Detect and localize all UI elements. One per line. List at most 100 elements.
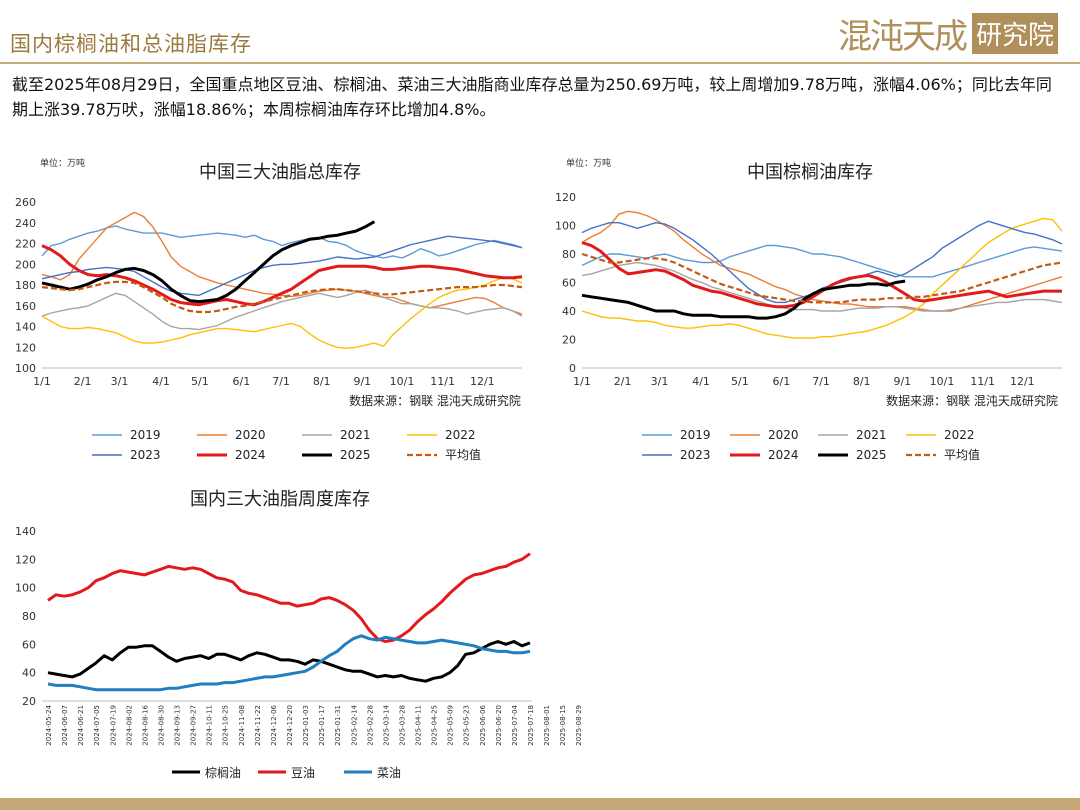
header-divider <box>0 62 1080 64</box>
x-tick-label: 2025-02-14 <box>350 704 358 745</box>
x-tick-label: 2025-03-14 <box>382 704 390 745</box>
series-line-2025 <box>41 220 376 304</box>
y-tick-label: 260 <box>15 196 36 209</box>
y-tick-label: 100 <box>555 220 576 233</box>
chart-title: 中国棕榈油库存 <box>747 162 873 183</box>
legend-label-rapeseed: 菜油 <box>377 766 401 780</box>
x-tick-label: 2024-07-05 <box>93 705 101 746</box>
series-line-soy <box>47 552 531 643</box>
y-tick-label: 20 <box>22 695 36 708</box>
unit-label: 单位：万吨 <box>566 157 611 169</box>
y-tick-label: 120 <box>15 553 36 566</box>
x-tick-label: 2025-01-31 <box>334 705 342 746</box>
legend-label-2022: 2022 <box>944 428 975 442</box>
x-tick-label: 2024-07-19 <box>109 705 117 746</box>
x-tick-label: 11/1 <box>430 375 455 388</box>
x-tick-label: 2024-12-20 <box>286 705 294 746</box>
legend-label-2020: 2020 <box>768 428 799 442</box>
x-tick-label: 2/1 <box>614 375 632 388</box>
x-tick-label: 4/1 <box>692 375 710 388</box>
x-tick-label: 6/1 <box>233 375 251 388</box>
x-tick-label: 5/1 <box>731 375 749 388</box>
x-tick-label: 2024-08-02 <box>125 705 133 746</box>
series-line-2021 <box>581 261 1063 312</box>
x-tick-label: 2024-11-08 <box>238 705 246 746</box>
x-tick-label: 2024-10-11 <box>206 705 214 746</box>
legend-label-2023: 2023 <box>130 448 161 462</box>
x-tick-label: 2024-06-21 <box>77 705 85 746</box>
x-tick-label: 2024-06-07 <box>61 705 69 746</box>
legend-label-palm: 棕榈油 <box>205 765 241 780</box>
y-tick-label: 40 <box>562 305 576 318</box>
x-tick-label: 8/1 <box>853 375 871 388</box>
x-tick-label: 2025-03-28 <box>398 705 406 746</box>
series-line-2020 <box>581 210 1063 312</box>
series-line-2019 <box>41 225 523 259</box>
y-tick-label: 160 <box>15 300 36 313</box>
x-tick-label: 2025-04-25 <box>431 705 439 746</box>
x-tick-label: 7/1 <box>812 375 830 388</box>
y-tick-label: 100 <box>15 362 36 375</box>
series-line-2025 <box>581 279 906 320</box>
legend-label-avg: 平均值 <box>944 447 980 462</box>
x-tick-label: 2025-05-23 <box>463 705 471 746</box>
y-tick-label: 80 <box>562 248 576 261</box>
x-tick-label: 2025-05-09 <box>447 705 455 746</box>
x-tick-label: 3/1 <box>651 375 669 388</box>
legend-label-avg: 平均值 <box>445 447 481 462</box>
chart-palm-oil-inventory: 单位：万吨 中国棕榈油库存 0 20 40 60 80 100 120 1/1 2/1 3/1 4/1 5… <box>555 157 1063 462</box>
x-tick-label: 11/1 <box>970 375 995 388</box>
x-tick-label: 2025-06-20 <box>495 705 503 746</box>
y-tick-label: 120 <box>555 191 576 204</box>
x-tick-label: 2025-01-17 <box>318 705 326 746</box>
x-tick-label: 9/1 <box>353 375 371 388</box>
legend-label-2023: 2023 <box>680 448 711 462</box>
legend-label-2019: 2019 <box>680 428 711 442</box>
y-tick-label: 80 <box>22 610 36 623</box>
y-tick-label: 0 <box>569 362 576 375</box>
x-tick-label: 1/1 <box>573 375 591 388</box>
summary-text: 截至2025年08月29日，全国重点地区豆油、棕榈油、菜油三大油脂商业库存总量为… <box>12 75 1052 119</box>
x-tick-label: 2024-11-22 <box>254 705 262 746</box>
y-tick-label: 180 <box>15 279 36 292</box>
legend-label-soy: 豆油 <box>291 766 315 780</box>
x-tick-label: 9/1 <box>893 375 911 388</box>
x-tick-label: 12/1 <box>1010 375 1035 388</box>
x-tick-label: 2024-09-13 <box>174 705 182 746</box>
series-line-palm <box>47 640 531 683</box>
y-tick-label: 100 <box>15 582 36 595</box>
x-tick-label: 2/1 <box>74 375 92 388</box>
chart-weekly-oil-inventory: 国内三大油脂周度库存 20 40 60 80 100 120 140 2024-05-24 202… <box>15 489 583 780</box>
y-tick-label: 240 <box>15 217 36 230</box>
legend-label-2022: 2022 <box>445 428 476 442</box>
x-tick-label: 2025-07-04 <box>511 704 519 745</box>
chart-title: 中国三大油脂总库存 <box>199 162 361 183</box>
chart-total-oil-inventory: 单位：万吨 中国三大油脂总库存 100 120 140 160 180 200 220 240 26… <box>15 157 523 462</box>
x-tick-label: 2024-09-27 <box>190 705 198 746</box>
y-tick-label: 60 <box>562 277 576 290</box>
legend-label-2024: 2024 <box>768 448 799 462</box>
series-line-2024 <box>581 241 1062 309</box>
legend-label-2020: 2020 <box>235 428 266 442</box>
x-tick-label: 8/1 <box>313 375 331 388</box>
logo-box-text: 研究院 <box>971 12 1058 54</box>
x-tick-label: 6/1 <box>773 375 791 388</box>
legend-label-2025: 2025 <box>340 448 371 462</box>
series-line-2019 <box>581 244 1063 278</box>
y-tick-label: 200 <box>15 258 36 271</box>
x-tick-label: 3/1 <box>111 375 129 388</box>
x-tick-label: 2025-08-15 <box>559 705 567 746</box>
x-tick-label: 2025-01-03 <box>302 705 310 746</box>
x-tick-label: 5/1 <box>191 375 209 388</box>
x-tick-label: 2025-08-01 <box>543 705 551 746</box>
y-tick-label: 60 <box>22 638 36 651</box>
unit-label: 单位：万吨 <box>40 157 85 169</box>
x-tick-label: 7/1 <box>272 375 290 388</box>
legend-label-2021: 2021 <box>340 428 371 442</box>
x-tick-label: 2025-06-06 <box>479 704 487 745</box>
series-line-2021 <box>41 289 523 331</box>
x-tick-label: 2024-08-16 <box>141 704 149 745</box>
x-tick-label: 2024-10-25 <box>222 705 230 746</box>
chart-title: 国内三大油脂周度库存 <box>190 489 370 510</box>
x-tick-label: 1/1 <box>33 375 51 388</box>
